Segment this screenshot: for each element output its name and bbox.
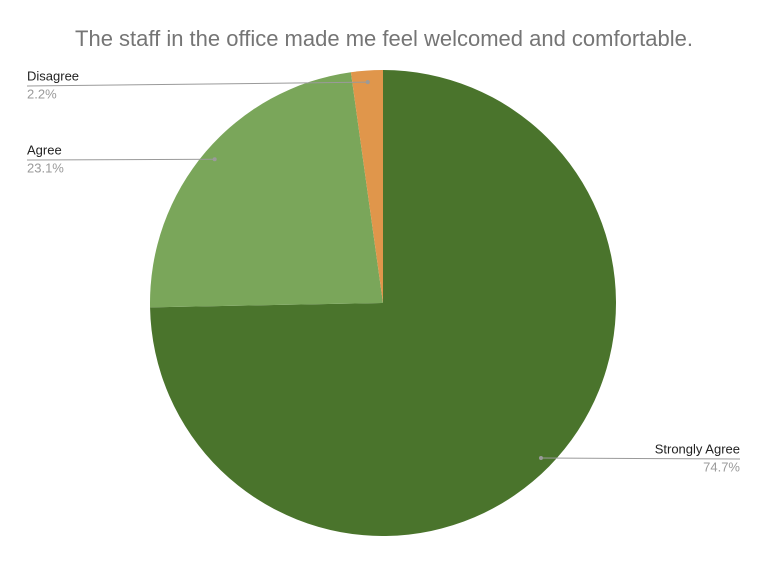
slice-value-label: 74.7%: [703, 459, 740, 474]
pie-slice: [150, 72, 383, 308]
slice-label: Agree: [27, 142, 62, 157]
leader-line: [26, 158, 215, 161]
slice-label: Disagree: [27, 68, 79, 83]
chart-title: The staff in the office made me feel wel…: [75, 26, 693, 51]
leader-line: [26, 81, 368, 87]
slice-label: Strongly Agree: [655, 441, 740, 456]
slice-value-label: 23.1%: [27, 160, 64, 175]
leader-dot: [538, 456, 543, 461]
pie-slice: [150, 70, 617, 536]
slice-value-label: 2.2%: [27, 86, 57, 101]
pie-slice: [350, 70, 383, 303]
leader-dot: [212, 157, 217, 162]
leader-line: [540, 457, 741, 460]
leader-dot: [365, 80, 370, 85]
